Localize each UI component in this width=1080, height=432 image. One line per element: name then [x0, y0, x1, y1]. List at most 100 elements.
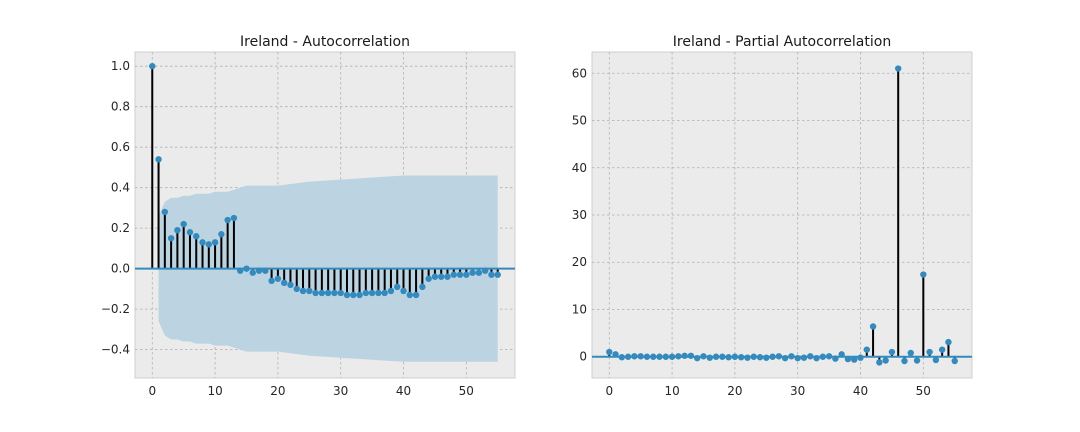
- acf-marker: [268, 277, 275, 285]
- acf-marker: [425, 275, 432, 282]
- pacf-chart: 0 10 20 30 40 50 0 10 20 30 40 50 60 Ireland - Parti…: [572, 34, 973, 398]
- pacf-ticks: 0 10 20 30 40 50 0 10 20 30 40 50 60: [572, 66, 931, 398]
- pacf-marker: [668, 353, 676, 360]
- pacf-marker: [857, 354, 864, 361]
- acf-marker: [287, 281, 294, 289]
- pacf-marker: [851, 356, 858, 363]
- pacf-marker: [788, 353, 795, 360]
- pacf-marker: [800, 354, 808, 361]
- pacf-marker: [662, 353, 670, 360]
- acf-marker: [255, 267, 263, 274]
- acf-marker: [293, 285, 300, 293]
- acf-ytick-label: 0.8: [111, 100, 130, 114]
- pacf-marker: [737, 354, 745, 361]
- pacf-xtick-label: 40: [853, 384, 868, 398]
- pacf-markers: [606, 65, 958, 366]
- acf-marker: [186, 229, 194, 236]
- pacf-marker: [838, 351, 845, 358]
- pacf-ytick-label: 60: [572, 66, 587, 80]
- pacf-marker: [832, 355, 839, 362]
- pacf-marker: [926, 348, 933, 356]
- acf-marker: [149, 62, 156, 70]
- pacf-marker: [769, 353, 776, 360]
- acf-marker: [337, 289, 344, 297]
- acf-marker: [274, 275, 282, 282]
- pacf-marker: [624, 353, 632, 360]
- acf-title: Ireland - Autocorrelation: [240, 34, 410, 50]
- acf-marker: [375, 289, 382, 297]
- acf-marker: [387, 287, 395, 295]
- acf-marker: [230, 214, 238, 222]
- acf-marker: [249, 269, 256, 276]
- acf-marker: [356, 291, 363, 299]
- acf-xtick-label: 10: [207, 384, 222, 398]
- pacf-marker: [894, 65, 902, 72]
- pacf-title: Ireland - Partial Autocorrelation: [673, 34, 891, 50]
- acf-ytick-label: 0.2: [111, 221, 130, 235]
- acf-xtick-label: 40: [396, 384, 411, 398]
- acf-marker: [218, 231, 225, 238]
- acf-marker: [475, 269, 483, 276]
- acf-marker: [362, 289, 370, 297]
- pacf-marker: [675, 353, 682, 360]
- acf-marker: [280, 279, 288, 287]
- pacf-marker: [694, 354, 701, 362]
- pacf-marker: [700, 353, 707, 360]
- acf-marker: [312, 289, 319, 297]
- acf-marker: [299, 287, 307, 295]
- pacf-marker: [637, 353, 644, 360]
- acf-marker: [318, 289, 326, 297]
- acf-marker: [174, 226, 181, 234]
- acf-marker: [494, 271, 501, 278]
- pacf-marker: [775, 353, 783, 360]
- pacf-marker: [606, 348, 613, 356]
- pacf-marker: [687, 352, 695, 359]
- acf-marker: [155, 156, 162, 163]
- acf-xtick-label: 0: [148, 384, 156, 398]
- acf-marker: [368, 289, 376, 297]
- acf-xtick-label: 50: [459, 384, 474, 398]
- acf-markers: [149, 62, 501, 299]
- acf-marker: [211, 239, 219, 246]
- pacf-marker: [731, 353, 739, 360]
- pacf-marker: [938, 346, 946, 353]
- pacf-xtick-label: 20: [727, 384, 742, 398]
- pacf-marker: [631, 353, 638, 360]
- acf-ytick-label: 1.0: [111, 59, 130, 73]
- pacf-marker: [706, 354, 713, 361]
- acf-marker: [193, 233, 200, 240]
- pacf-marker: [650, 353, 657, 360]
- acf-marker: [161, 208, 169, 216]
- pacf-marker: [712, 353, 720, 360]
- pacf-marker: [901, 357, 908, 365]
- acf-xtick-label: 20: [270, 384, 285, 398]
- pacf-xtick-label: 10: [664, 384, 679, 398]
- acf-marker: [444, 273, 451, 280]
- pacf-marker: [888, 348, 896, 356]
- pacf-marker: [813, 354, 820, 362]
- acf-marker: [481, 267, 489, 274]
- pacf-marker: [844, 355, 852, 363]
- pacf-marker: [863, 346, 870, 353]
- pacf-marker: [945, 338, 952, 346]
- pacf-marker: [781, 354, 789, 362]
- pacf-ytick-label: 30: [572, 208, 587, 222]
- acf-marker: [205, 241, 213, 248]
- pacf-marker: [725, 354, 732, 361]
- acf-marker: [488, 271, 495, 278]
- acf-marker: [224, 216, 231, 224]
- pacf-marker: [825, 353, 833, 360]
- acf-marker: [463, 271, 470, 278]
- acf-marker: [456, 271, 464, 278]
- acf-marker: [437, 273, 445, 280]
- pacf-marker: [907, 349, 914, 357]
- acf-marker: [343, 291, 351, 299]
- pacf-marker: [920, 271, 927, 278]
- pacf-marker: [869, 323, 877, 330]
- pacf-marker: [913, 357, 921, 364]
- pacf-marker: [750, 353, 757, 360]
- pacf-marker: [951, 357, 958, 365]
- acf-marker: [331, 289, 338, 297]
- pacf-marker: [882, 357, 889, 364]
